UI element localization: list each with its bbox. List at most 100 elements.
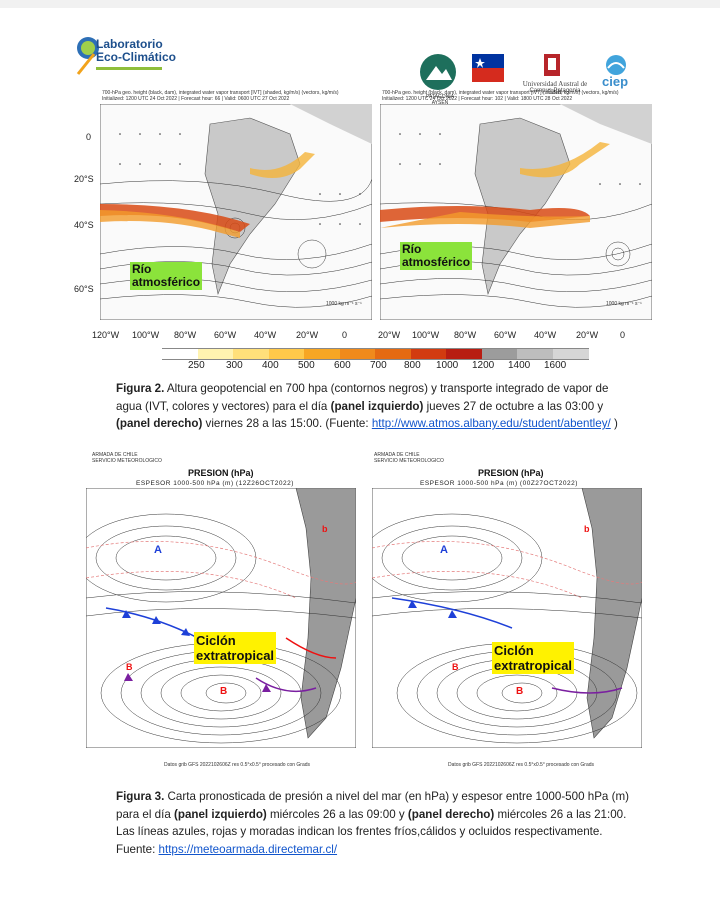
uach-name: Universidad Austral de Chile [522, 80, 588, 96]
colorbar-label: 300 [226, 360, 243, 371]
fig3-caption-bold: (panel izquierdo) [174, 807, 267, 821]
aysen-logo-text: PATAGONIA AYSEN [425, 94, 455, 106]
fig2-caption: Figura 2. Altura geopotencial en 700 hpa… [116, 380, 636, 433]
fig2-left-header-line2: Initialized: 1200 UTC 24 Oct 2022 | Fore… [102, 96, 290, 102]
fig2-right-lon-label: 20°W [576, 330, 599, 340]
fig3-left-source: ARMADA DE CHILE SERVICIO METEOROLOGICO [92, 452, 162, 464]
document-page: Laboratorio Eco-Climático PATAGONIA AYSE… [0, 8, 720, 910]
fig2-right-river-label-line2: atmosférico [402, 255, 471, 269]
fig2-right-lon-label: 60°W [494, 330, 517, 340]
fig2-right-lon-label: 20°W [378, 330, 401, 340]
fig2-right-lon-label: 80°W [454, 330, 477, 340]
lab-name-line1: Laboratorio [96, 37, 163, 51]
fig2-caption-text: viernes 28 a las 15:00. (Fuente: [202, 417, 372, 430]
fig2-lat-label: 20°S [74, 174, 94, 184]
colorbar-segment [410, 348, 447, 360]
fig3-caption-text: miércoles 26 a las 21:00. Las líneas azu… [116, 807, 627, 856]
fig2-left-lon-label: 100°W [132, 330, 160, 340]
fig2-right-river-label: Río atmosférico [400, 242, 473, 270]
fig2-right-header-line1: 700-hPa geo. height (black, dam), integr… [382, 90, 619, 96]
fig2-right-header: 700-hPa geo. height (black, dam), integr… [382, 90, 652, 102]
fig2-left-lon-label: 60°W [214, 330, 237, 340]
colorbar-segment [162, 348, 198, 360]
colorbar-segment [517, 348, 553, 360]
fig2-caption-label: Figura 2. [116, 382, 165, 395]
lab-name-line2: Eco-Climático [96, 50, 177, 64]
svg-text:b: b [584, 524, 590, 534]
fig3-right-subtitle: ESPESOR 1000-500 hPa (m) (00Z27OCT2022) [420, 480, 578, 487]
fig2-caption-text: ) [610, 417, 618, 430]
fig2-left-river-label-line2: atmosférico [132, 275, 201, 289]
fig3-caption-label: Figura 3. [116, 790, 165, 803]
fig2-caption-bold: (panel derecho) [116, 417, 203, 430]
colorbar-label: 600 [334, 360, 351, 371]
colorbar-label: 800 [404, 360, 421, 371]
fig2-left-lon-label: 0 [342, 330, 348, 340]
fig3-left-subtitle: ESPESOR 1000-500 hPa (m) (12Z26OCT2022) [136, 480, 294, 487]
fig2-left-header-line1: 700-hPa geo. height (black, dam), integr… [102, 90, 339, 96]
ciep-name: ciep [602, 74, 629, 89]
fig3-right-map: A B B b [372, 488, 642, 748]
fig2-left-vector-ref: 1000 kg m⁻¹ s⁻¹ [326, 301, 362, 307]
colorbar-segment [304, 348, 340, 360]
fig2-caption-text: jueves 27 de octubre a las 03:00 y [423, 399, 604, 413]
lab-name: Laboratorio Eco-Climático [96, 38, 176, 64]
fig2-source-link[interactable]: http://www.atmos.albany.edu/student/aben… [371, 417, 611, 430]
fig2-left-river-label-line1: Río [132, 262, 152, 276]
fig2-right-river-label-line1: Río [402, 242, 422, 256]
lab-logo-icon [76, 37, 99, 75]
ciep-logo-icon [606, 55, 626, 75]
fig3-caption-text: Carta pronosticada de presión a nivel de… [116, 790, 629, 821]
fig2-left-lon-label: 20°W [296, 330, 319, 340]
fig3-left-cyclone-label: Ciclón extratropical [194, 632, 277, 664]
colorbar-label: 250 [188, 360, 205, 371]
fig3-right-cyclone-label: Ciclón extratropical [492, 642, 575, 674]
fig2-right-vector-ref: 1000 kg m⁻¹ s⁻¹ [606, 301, 642, 307]
fig2-right-lon-label: 100°W [412, 330, 440, 340]
fig3-source-link[interactable]: https://meteoarmada.directemar.cl/ [158, 842, 338, 856]
colorbar-segment [375, 348, 411, 360]
fig3-left-title: PRESION (hPa) [188, 468, 254, 478]
fig3-caption: Figura 3. Carta pronosticada de presión … [116, 788, 640, 858]
colorbar-segment [552, 348, 589, 360]
svg-text:b: b [322, 524, 328, 534]
colorbar-segment [339, 348, 376, 360]
uach-logo-icon [544, 54, 560, 76]
uach-campus: Campus Patagonia [529, 88, 581, 94]
fig2-right-header-line2: Initialized: 1200 UTC 24 Oct 2022 | Fore… [382, 96, 573, 102]
colorbar-label: 700 [370, 360, 387, 371]
fig3-left-map: A B B b [86, 488, 356, 748]
fig3-left-cyclone-line1: Ciclón [196, 633, 236, 648]
fig3-right-cyclone-line1: Ciclón [494, 643, 534, 658]
aysen-logo-icon [420, 54, 456, 90]
fig2-right-lon-label: 40°W [534, 330, 557, 340]
colorbar-label: 1600 [544, 360, 567, 371]
fig3-right-source-line1: ARMADA DE CHILE [374, 452, 420, 458]
colorbar-segment [233, 348, 269, 360]
fig3-left-cyclone-line2: extratropical [196, 648, 275, 663]
fig2-left-lon-label: 40°W [254, 330, 277, 340]
svg-text:B: B [126, 662, 133, 672]
lab-tagline-bar [96, 67, 162, 70]
fig3-left-source-line2: SERVICIO METEOROLOGICO [92, 458, 162, 464]
fig2-right-lon-label: 0 [620, 330, 626, 340]
colorbar-segment [268, 348, 305, 360]
fig3-left-source-line1: ARMADA DE CHILE [92, 452, 138, 458]
fig3-right-footer: Datos grib GFS 2022102606Z res 0.5°x0.5°… [448, 762, 595, 768]
colorbar-label: 1200 [472, 360, 495, 371]
fig2-left-lon-label: 80°W [174, 330, 197, 340]
gobierno-logo-icon [472, 54, 504, 82]
colorbar-label: 400 [262, 360, 279, 371]
fig3-right-title: PRESION (hPa) [478, 468, 544, 478]
fig2-left-header: 700-hPa geo. height (black, dam), integr… [102, 90, 372, 102]
fig2-caption-text: Altura geopotencial en 700 hpa (contorno… [116, 382, 609, 413]
colorbar-segment [446, 348, 482, 360]
svg-text:B: B [452, 662, 459, 672]
colorbar-label: 1000 [436, 360, 459, 371]
fig3-caption-text: miércoles 26 a las 09:00 y [266, 807, 408, 821]
fig2-lat-label: 0 [86, 132, 92, 142]
fig3-caption-bold: (panel derecho) [407, 807, 495, 821]
fig3-left-footer: Datos grib GFS 2022102606Z res 0.5°x0.5°… [164, 762, 311, 768]
svg-text:B: B [516, 686, 523, 697]
colorbar-label: 500 [298, 360, 315, 371]
